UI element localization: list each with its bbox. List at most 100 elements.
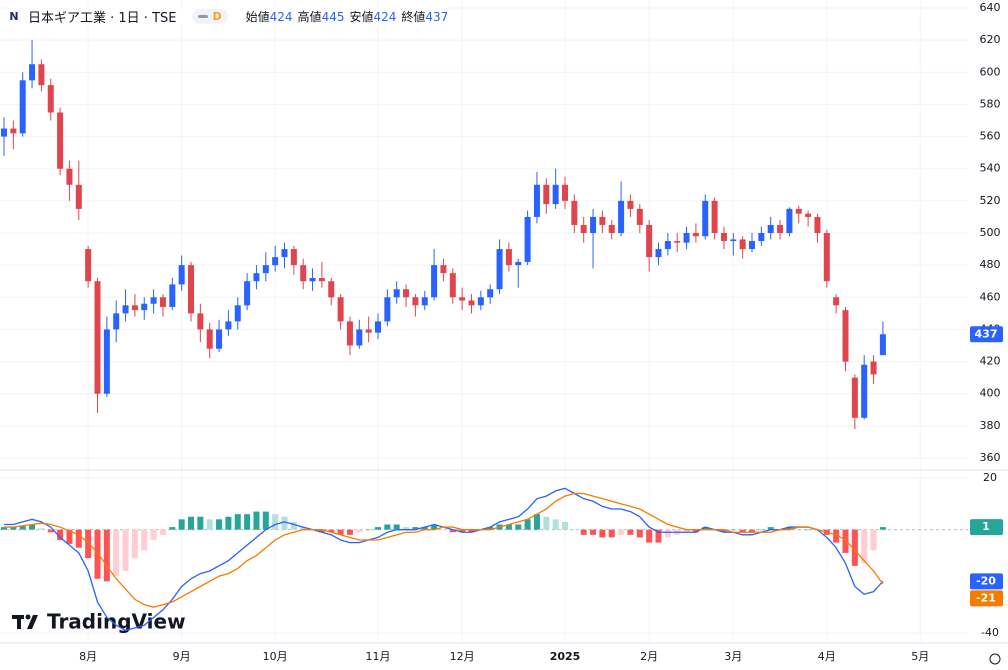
- candle-body: [870, 361, 877, 375]
- y-tick-label: 500: [980, 226, 1001, 239]
- candle-body: [786, 208, 793, 233]
- histogram-bar: [431, 524, 438, 530]
- candle-body: [47, 85, 54, 113]
- candle-body: [66, 168, 73, 185]
- x-tick-label: 4月: [818, 650, 836, 663]
- histogram-bar: [702, 527, 709, 530]
- candle-body: [562, 184, 568, 201]
- candle-body: [749, 241, 755, 250]
- histogram-bar: [169, 527, 176, 530]
- histogram-bar: [197, 516, 204, 530]
- candle-body: [346, 321, 353, 346]
- candle-body: [730, 239, 737, 242]
- histogram-bar: [375, 527, 381, 530]
- candle-body: [19, 80, 26, 134]
- candle-body: [805, 213, 812, 217]
- candle-body: [85, 249, 92, 282]
- histogram-bar: [188, 516, 194, 530]
- y2-tick-label: 20: [983, 471, 997, 484]
- histogram-bar: [459, 529, 466, 533]
- ohlc-values: 始値424 高値445 安値424 終値437: [246, 8, 449, 25]
- histogram-badge: 1: [982, 520, 990, 533]
- ohlc-label: 安値: [349, 9, 374, 24]
- watermark: TradingView: [47, 610, 186, 634]
- histogram-bar: [758, 529, 765, 531]
- candle-body: [674, 241, 681, 243]
- histogram-bar: [150, 529, 157, 540]
- histogram-bar: [365, 529, 372, 531]
- y-tick-label: 640: [980, 1, 1001, 14]
- histogram-bar: [178, 519, 185, 530]
- y-tick-label: 540: [980, 162, 1001, 175]
- macd-badge-bg: [970, 573, 1003, 590]
- histogram-bar: [346, 529, 353, 535]
- histogram-bar: [103, 529, 110, 582]
- histogram-bar: [468, 529, 475, 533]
- histogram-bar: [870, 529, 877, 551]
- histogram-bar: [627, 529, 634, 535]
- signal-line: [4, 492, 884, 608]
- histogram-bar: [861, 529, 868, 564]
- settings-icon[interactable]: [989, 653, 1001, 665]
- candle-body: [683, 233, 690, 243]
- histogram-bar: [337, 529, 344, 535]
- histogram-bar: [262, 511, 269, 530]
- histogram-bar: [590, 529, 597, 535]
- histogram-bar: [75, 529, 82, 548]
- candle-body: [777, 224, 784, 233]
- ohlc-value: 445: [321, 9, 345, 24]
- candle-body: [113, 313, 120, 330]
- histogram-bar: [356, 529, 363, 533]
- symbol-title: 日本ギア工業 · 1日 · TSE: [28, 10, 177, 26]
- histogram-bar: [562, 521, 568, 530]
- y-tick-label: 420: [980, 355, 1001, 368]
- candle-body: [664, 241, 671, 250]
- candle-body: [403, 289, 410, 298]
- histogram-bar: [272, 514, 279, 530]
- x-tick-label: 3月: [724, 650, 742, 663]
- y-tick-label: 620: [980, 33, 1001, 46]
- histogram-bar: [739, 529, 746, 533]
- histogram-bar: [571, 529, 578, 531]
- candle-body: [702, 200, 709, 237]
- histogram-bar: [66, 529, 73, 544]
- candle-body: [618, 200, 625, 233]
- histogram-bar: [664, 529, 671, 538]
- candle-body: [861, 364, 868, 418]
- candle-body: [103, 329, 110, 394]
- histogram-bar: [234, 514, 241, 530]
- data-badge[interactable]: D: [192, 8, 228, 24]
- candle-body: [1, 128, 7, 137]
- histogram-bar: [384, 524, 391, 530]
- histogram-bar: [85, 529, 92, 559]
- candle-body: [655, 249, 662, 258]
- histogram-bar: [449, 529, 456, 533]
- x-tick-label: 5月: [911, 650, 929, 663]
- badge-text: D: [212, 9, 222, 23]
- histogram-bar: [421, 527, 428, 530]
- candle-body: [636, 208, 643, 225]
- y-tick-label: 520: [980, 194, 1001, 207]
- ohlc-label: 始値: [245, 9, 270, 24]
- legend-header: N 日本ギア工業 · 1日 · TSE D 始値424 高値445 安値424 …: [6, 6, 449, 26]
- histogram-bar: [1, 527, 7, 530]
- ohlc-label: 終値: [401, 9, 426, 24]
- histogram-bar: [879, 527, 886, 530]
- candle-body: [720, 233, 727, 242]
- histogram-bar: [524, 519, 531, 530]
- histogram-bar: [580, 529, 587, 535]
- candle-body: [281, 249, 288, 258]
- candle-body: [758, 233, 765, 242]
- candle-body: [814, 216, 821, 233]
- x-tick-label: 2025: [550, 650, 581, 663]
- histogram-bar: [281, 516, 288, 530]
- candle-body: [440, 265, 447, 274]
- candle-body: [122, 305, 129, 314]
- x-tick-label: 2月: [640, 650, 658, 663]
- candle-body: [823, 233, 830, 282]
- histogram-bar: [505, 524, 512, 530]
- candle-body: [253, 273, 260, 282]
- candle-body: [337, 297, 344, 322]
- histogram-bar: [300, 527, 307, 530]
- histogram-bar: [159, 529, 166, 535]
